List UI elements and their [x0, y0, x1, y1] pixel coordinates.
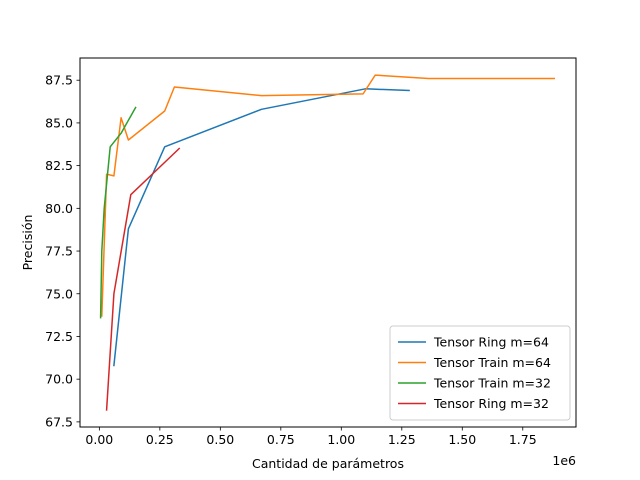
series-line-0: [113, 88, 410, 367]
y-tick-label: 82.5: [45, 158, 73, 173]
y-tick-label: 72.5: [45, 329, 73, 344]
legend-label-1: Tensor Train m=64: [433, 355, 551, 370]
plot-area: [99, 74, 555, 411]
x-tick-label: 0.00: [85, 432, 113, 447]
x-tick-label: 1.75: [509, 432, 537, 447]
x-tick-label: 1.25: [388, 432, 416, 447]
legend-label-3: Tensor Ring m=32: [433, 396, 549, 411]
y-tick-label: 70.0: [45, 372, 73, 387]
y-tick-label: 80.0: [45, 201, 73, 216]
y-tick-label: 67.5: [45, 414, 73, 429]
legend-box: [389, 325, 571, 421]
legend-label-2: Tensor Train m=32: [433, 376, 551, 391]
legend-label-0: Tensor Ring m=64: [433, 335, 549, 350]
y-tick-label: 85.0: [45, 115, 73, 130]
y-tick-label: 75.0: [45, 286, 73, 301]
axes-frame: [79, 57, 577, 428]
y-axis-ticks: 67.5 70.0 72.5 75.0 77.5 80.0 82.5 85.0 87.5: [45, 73, 80, 429]
series-line-3: [105, 147, 181, 411]
series-line-1: [101, 74, 555, 317]
x-axis-label: Cantidad de parámetros: [252, 456, 404, 471]
x-tick-label: 0.50: [206, 432, 234, 447]
x-tick-label: 0.25: [146, 432, 174, 447]
x-tick-label: 0.75: [267, 432, 295, 447]
series-line-2: [99, 106, 137, 319]
y-tick-label: 87.5: [45, 73, 73, 88]
y-tick-label: 77.5: [45, 244, 73, 259]
legend: Tensor Ring m=64 Tensor Train m=64 Tensor …: [389, 325, 571, 421]
y-axis-label: Precisión: [20, 215, 35, 271]
x-tick-label: 1.50: [448, 432, 476, 447]
x-axis-ticks: 0.00 0.25 0.50 0.75 1.00 1.25 1.50 1.75: [85, 427, 537, 447]
x-axis-offset-text: 1e6: [552, 453, 576, 468]
x-tick-label: 1.00: [327, 432, 355, 447]
